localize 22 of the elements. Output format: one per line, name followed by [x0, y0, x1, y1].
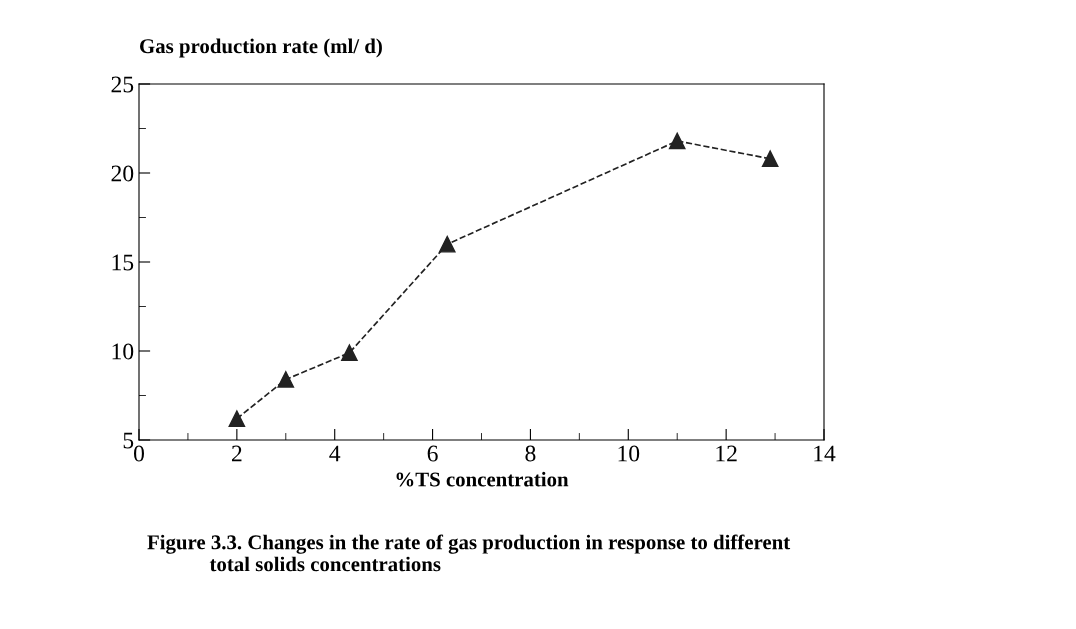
x-tick-label: 2	[231, 445, 242, 462]
point	[438, 235, 456, 253]
y-tick-label: 25	[111, 76, 134, 93]
point	[277, 371, 295, 388]
x-axis-title: %TS concentration	[396, 471, 569, 487]
x-tick-label: 14	[814, 445, 836, 462]
point	[228, 410, 246, 427]
x-tick-label: 10	[618, 445, 640, 462]
x-tick-label: 0	[134, 445, 144, 462]
y-tick-label: 20	[111, 165, 134, 182]
y-tick-label: 5	[123, 432, 134, 449]
y-axis-title: Gas production rate (ml/ d)	[140, 38, 382, 58]
caption: Figure 3.3. Changes in the rate of gas production in response to different total solids concentrations	[147, 534, 791, 572]
x-tick-label: 4	[329, 445, 341, 462]
x-tick-label: 12	[716, 445, 737, 462]
y-tick-label: 15	[112, 254, 134, 271]
x-tick-label: 6	[427, 445, 438, 462]
x-tick-label: 8	[525, 445, 536, 462]
y-tick-label: 10	[112, 343, 134, 360]
point	[668, 132, 686, 150]
point	[761, 150, 779, 168]
point	[341, 344, 358, 362]
